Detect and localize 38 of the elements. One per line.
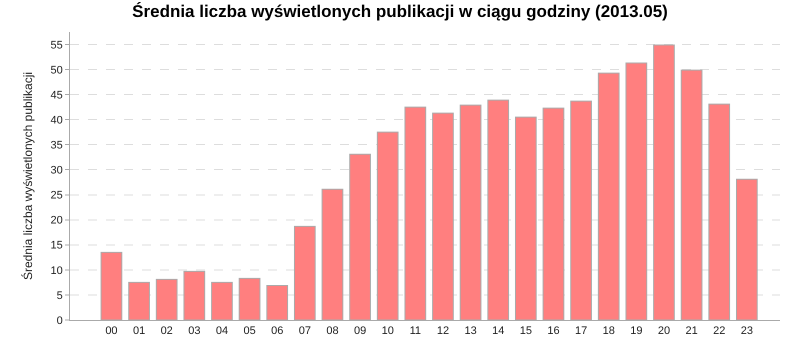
x-tick-label: 21	[685, 325, 698, 338]
y-tick-label: 20	[50, 214, 63, 227]
x-tick-label: 10	[382, 325, 394, 338]
x-tick-label: 15	[520, 325, 532, 338]
x-tick-label: 16	[547, 325, 560, 338]
x-tick-label: 11	[410, 325, 422, 338]
y-tick-label: 15	[50, 240, 63, 252]
y-tick-label: 30	[50, 164, 63, 177]
y-tick-label: 5	[56, 290, 63, 302]
y-tick-label: 25	[50, 190, 63, 202]
x-tick-label: 08	[326, 325, 339, 338]
x-tick-label: 04	[216, 325, 228, 338]
x-tick-label: 13	[464, 325, 477, 338]
chart-title: Średnia liczba wyświetlonych publikacji w ciągu godziny (2013.05)	[132, 1, 668, 22]
y-tick-label: 35	[50, 140, 63, 152]
x-tick-label: 20	[658, 325, 670, 338]
x-tick-label: 12	[436, 325, 450, 338]
x-tick-label: 09	[354, 325, 366, 338]
y-tick-label: 55	[50, 39, 63, 52]
x-tick-label: 18	[602, 325, 615, 338]
y-axis-title: Średnia liczba wyświetlonych publikacji	[20, 72, 35, 280]
x-tick-label: 17	[574, 325, 588, 338]
x-tick-label: 03	[188, 325, 200, 338]
x-tick-label: 00	[105, 325, 118, 338]
x-tick-label: 01	[132, 325, 146, 338]
x-tick-label: 07	[298, 325, 311, 338]
x-tick-label: 02	[160, 325, 173, 338]
x-tick-label: 19	[630, 325, 642, 338]
x-tick-label: 23	[740, 325, 753, 338]
y-tick-label: 10	[50, 264, 63, 277]
y-tick-label: 0	[56, 314, 63, 327]
x-tick-label: 14	[492, 325, 504, 338]
y-tick-label: 45	[50, 89, 63, 102]
y-tick-label: 50	[50, 64, 63, 76]
x-tick-label: 06	[271, 325, 284, 338]
x-tick-label: 05	[243, 325, 256, 338]
x-tick-label: 22	[713, 325, 726, 338]
y-tick-label: 40	[50, 114, 63, 126]
